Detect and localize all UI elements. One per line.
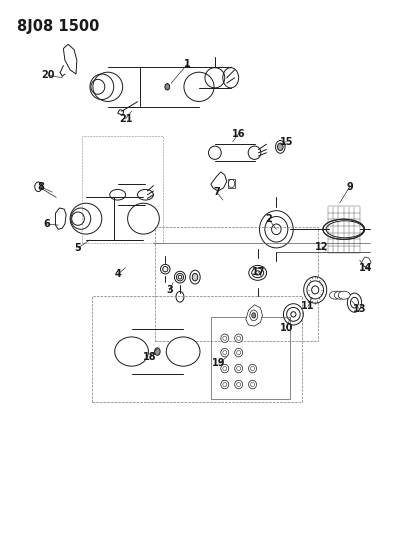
Text: 20: 20 [41,70,55,80]
Text: 3: 3 [166,286,173,295]
Text: 10: 10 [279,322,293,333]
Ellipse shape [221,334,229,343]
Circle shape [154,348,160,356]
Text: 18: 18 [142,352,156,362]
Text: 4: 4 [114,270,121,279]
Ellipse shape [249,365,256,373]
Text: 16: 16 [232,128,246,139]
Ellipse shape [174,271,185,283]
Ellipse shape [249,265,267,280]
Ellipse shape [304,277,327,303]
Text: 15: 15 [279,136,293,147]
Text: 9: 9 [346,182,353,192]
Ellipse shape [235,365,243,373]
Ellipse shape [115,337,148,366]
Polygon shape [246,305,262,326]
Bar [228,179,236,188]
Circle shape [252,313,256,318]
Ellipse shape [330,291,341,299]
Ellipse shape [221,349,229,357]
Ellipse shape [259,211,293,248]
Polygon shape [63,44,77,74]
Ellipse shape [249,380,256,389]
Polygon shape [55,208,66,229]
Text: 12: 12 [315,242,329,252]
Bar [211,317,290,399]
Text: 8J08 1500: 8J08 1500 [17,19,99,34]
Text: 19: 19 [212,358,226,368]
Ellipse shape [235,334,243,343]
Ellipse shape [221,365,229,373]
Circle shape [165,84,170,90]
Circle shape [277,143,283,151]
Ellipse shape [323,219,365,239]
Text: 17: 17 [252,267,265,277]
Ellipse shape [235,380,243,389]
Circle shape [347,293,362,312]
Circle shape [192,273,198,281]
Text: 13: 13 [353,304,367,314]
Text: 7: 7 [213,187,220,197]
Polygon shape [211,172,227,191]
Polygon shape [362,257,371,268]
Ellipse shape [160,264,170,274]
Bar [92,296,302,402]
Ellipse shape [235,349,243,357]
Circle shape [190,270,200,284]
Text: 5: 5 [75,243,82,253]
Text: 6: 6 [43,219,50,229]
Text: 8: 8 [37,182,44,192]
Ellipse shape [283,304,303,325]
Ellipse shape [221,380,229,389]
Polygon shape [118,110,124,115]
Text: 14: 14 [359,263,372,272]
Ellipse shape [334,291,346,299]
Ellipse shape [338,291,350,299]
Text: 11: 11 [301,301,315,311]
Text: 2: 2 [265,214,272,224]
Bar [82,136,163,243]
Text: 1: 1 [184,60,191,69]
Text: 21: 21 [119,114,133,124]
Bar [155,227,318,341]
Ellipse shape [166,337,200,366]
Circle shape [351,297,359,308]
